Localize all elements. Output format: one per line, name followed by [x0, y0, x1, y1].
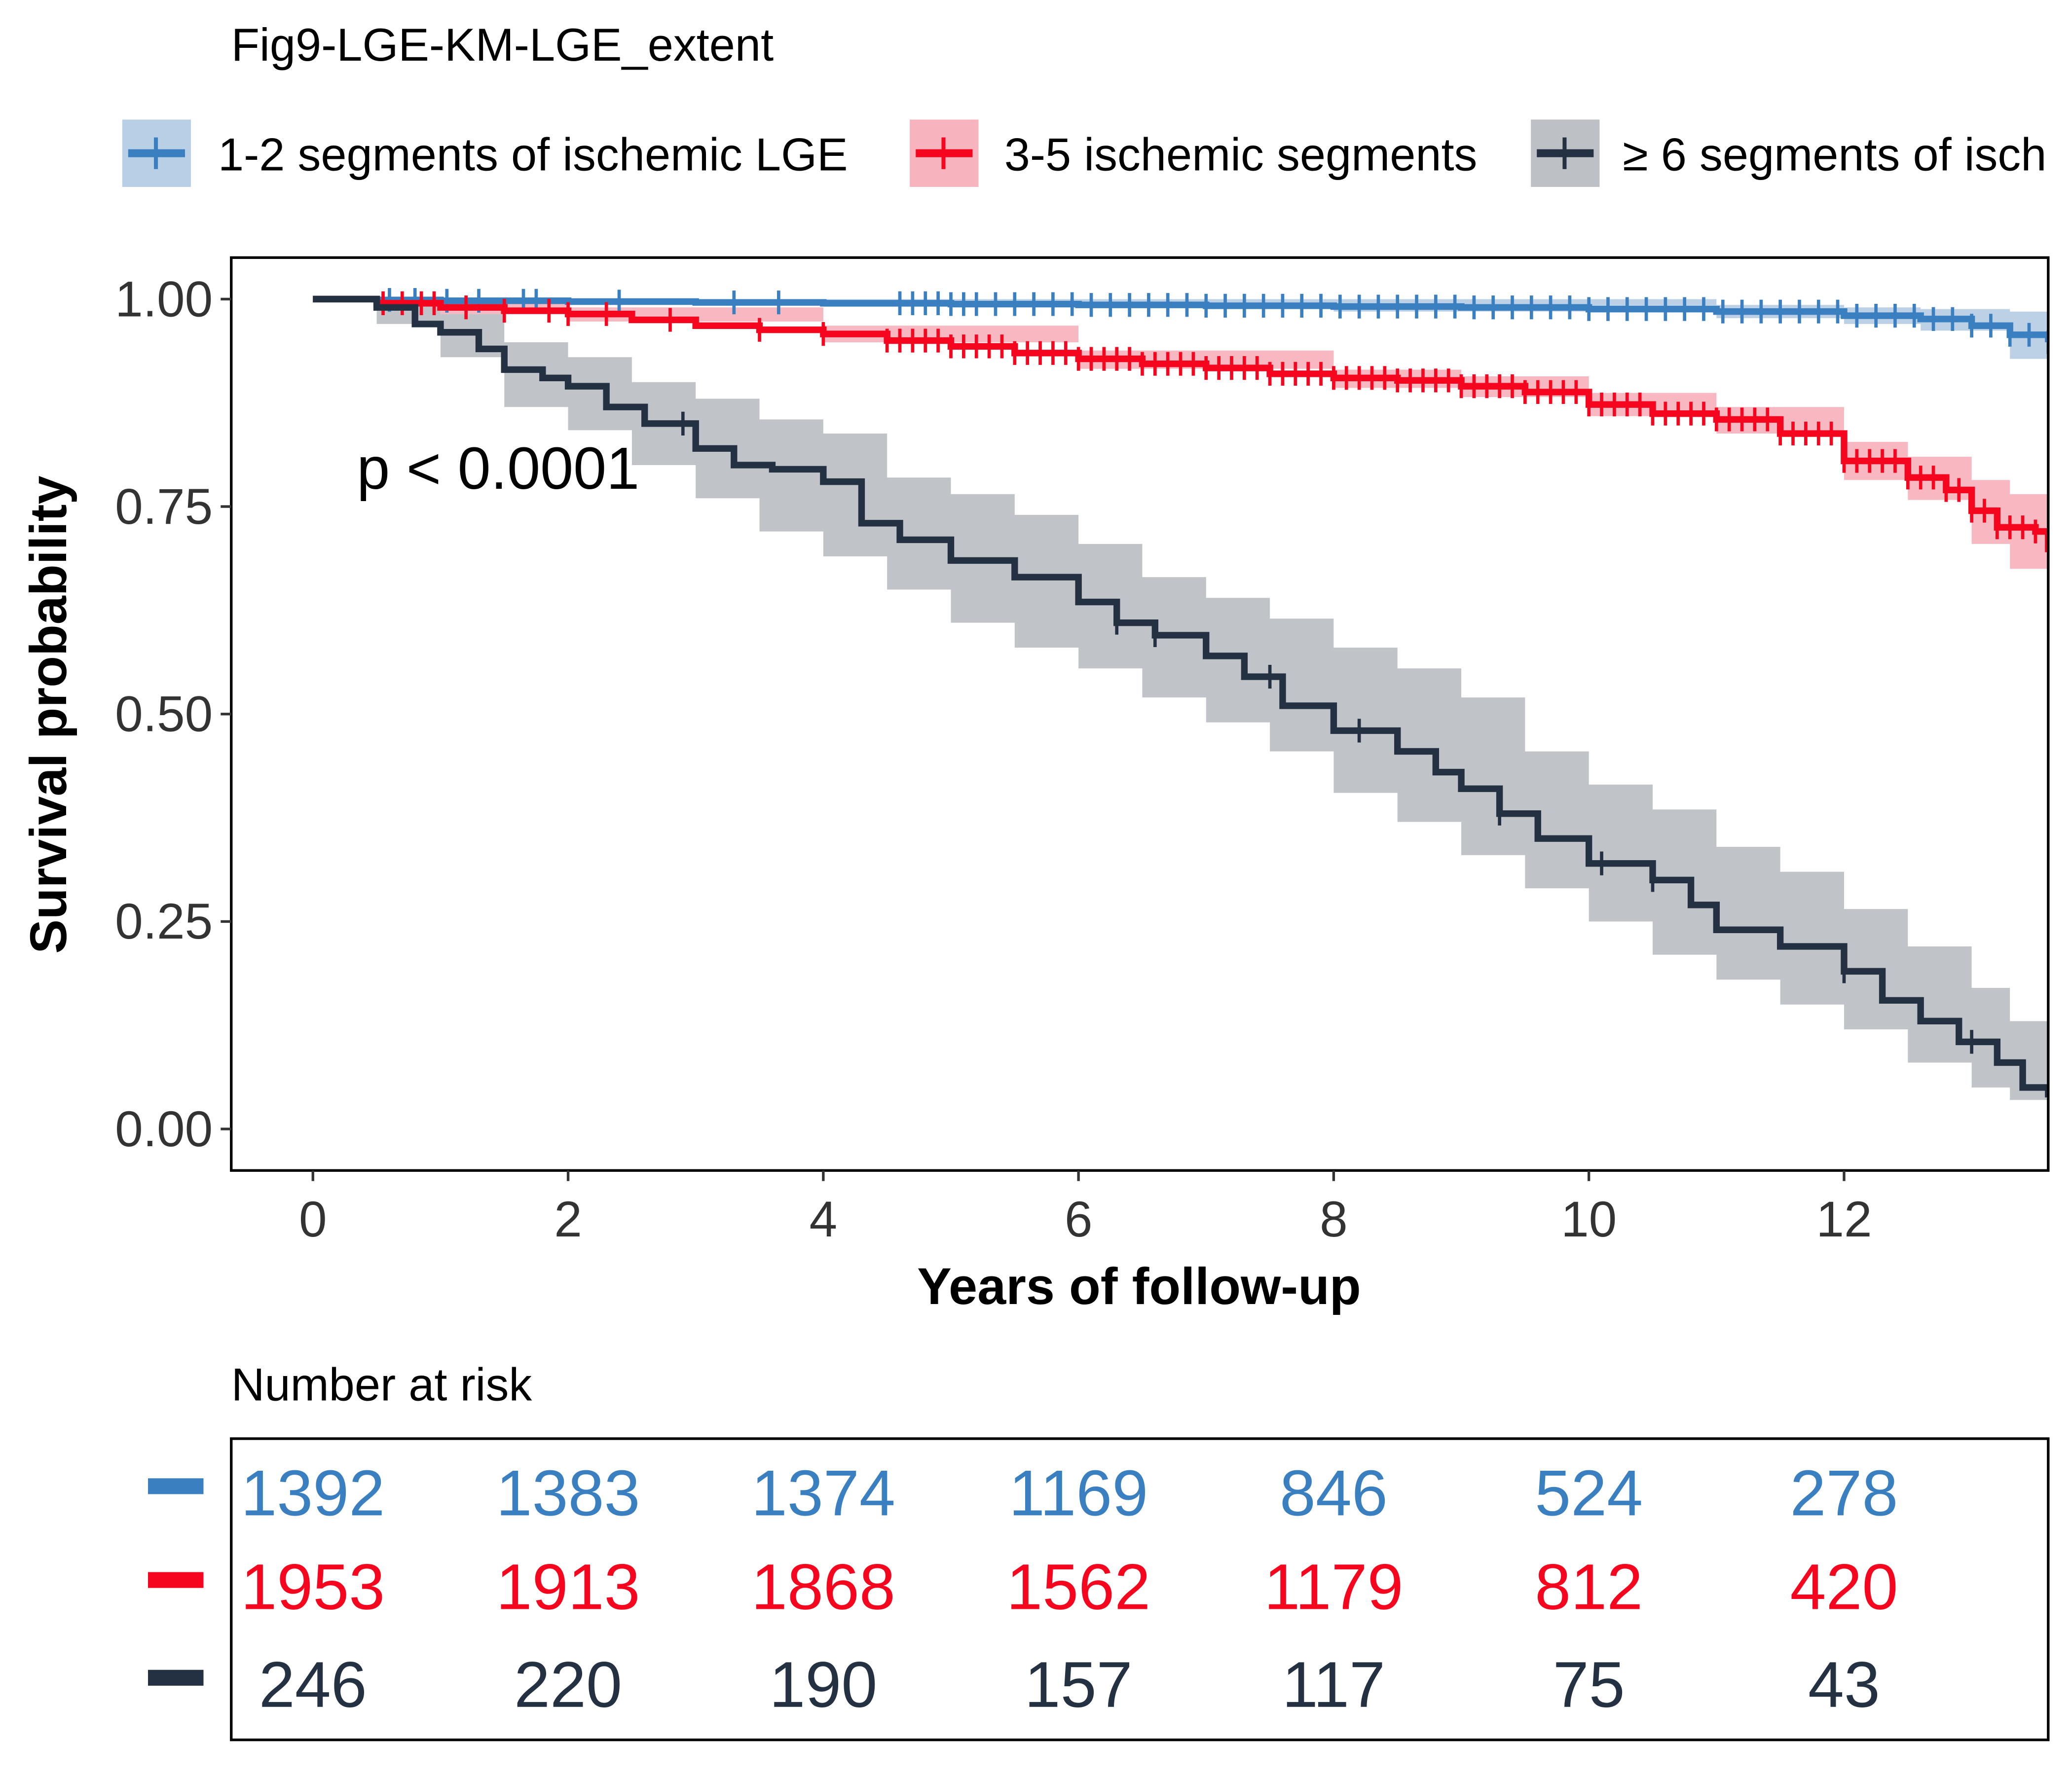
ci-band-3	[313, 299, 2048, 1111]
risk-cell-1-1: 1392	[241, 1456, 385, 1529]
risk-table-title: Number at risk	[231, 1358, 533, 1410]
legend: 1-2 segments of ischemic LGE 3-5 ischemi…	[121, 118, 2046, 188]
risk-cell-2-5: 1179	[1264, 1551, 1403, 1623]
risk-cell-1-2: 1383	[496, 1456, 640, 1529]
legend-label-3: ≥ 6 segments of isch	[1623, 129, 2046, 181]
legend-item-1: 1-2 segments of ischemic LGE	[121, 118, 848, 188]
risk-cell-2-6: 812	[1535, 1551, 1643, 1623]
risk-cell-2-1: 1953	[241, 1551, 385, 1623]
x-tick-label-2: 2	[554, 1191, 582, 1247]
risk-cell-3-4: 157	[1025, 1648, 1133, 1721]
x-tick-label-7: 12	[1816, 1191, 1872, 1247]
p-value-annotation: p < 0.0001	[357, 435, 639, 502]
risk-cell-2-4: 1562	[1006, 1551, 1150, 1623]
risk-table: 1392 1383 1374 1169 846 524 278 1953 1913 1868 156…	[148, 1456, 1898, 1721]
risk-cell-2-2: 1913	[496, 1551, 640, 1623]
risk-cell-3-2: 220	[514, 1648, 622, 1721]
y-tick-label-4: 0.75	[115, 478, 213, 535]
risk-cell-1-6: 524	[1535, 1456, 1643, 1529]
risk-cell-1-7: 278	[1790, 1456, 1898, 1529]
survival-curve-1	[313, 295, 2048, 342]
risk-cell-1-4: 1169	[1009, 1456, 1148, 1529]
risk-cell-1-5: 846	[1280, 1456, 1388, 1529]
x-tick-label-6: 10	[1561, 1191, 1617, 1247]
risk-row-key-3	[148, 1669, 204, 1686]
y-tick-label-2: 0.25	[115, 893, 213, 949]
x-tick-label-4: 6	[1065, 1191, 1093, 1247]
y-axis: 0.00 0.25 0.50 0.75 1.00	[115, 271, 231, 1157]
y-axis-title: Survival probability	[20, 475, 77, 953]
x-tick-label-5: 8	[1320, 1191, 1348, 1247]
survival-curve-3	[313, 295, 2048, 1098]
legend-label-1: 1-2 segments of ischemic LGE	[218, 129, 848, 181]
risk-cell-3-6: 75	[1553, 1648, 1625, 1721]
legend-item-2: 3-5 ischemic segments	[908, 118, 1478, 188]
y-tick-label-3: 0.50	[115, 686, 213, 742]
risk-cell-3-5: 117	[1282, 1648, 1385, 1721]
chart-title: Fig9-LGE-KM-LGE_extent	[231, 19, 774, 71]
risk-cell-3-7: 43	[1808, 1648, 1880, 1721]
y-tick-label-5: 1.00	[115, 271, 213, 327]
risk-cell-3-3: 190	[769, 1648, 877, 1721]
risk-table-border	[230, 1437, 2050, 1742]
risk-cell-3-1: 246	[259, 1648, 367, 1721]
risk-row-key-2	[148, 1572, 204, 1588]
risk-cell-2-3: 1868	[751, 1551, 895, 1623]
x-tick-label-1: 0	[299, 1191, 327, 1247]
risk-cell-2-7: 420	[1790, 1551, 1898, 1623]
legend-label-2: 3-5 ischemic segments	[1004, 129, 1478, 181]
risk-row-key-1	[148, 1478, 204, 1494]
x-tick-label-3: 4	[810, 1191, 838, 1247]
x-axis-title: Years of follow-up	[917, 1258, 1361, 1315]
risk-cell-1-3: 1374	[751, 1456, 895, 1529]
x-axis: 0 2 4 6 8 10 12	[299, 1170, 1872, 1247]
plot-area	[313, 288, 2048, 1111]
legend-item-3: ≥ 6 segments of isch	[1529, 118, 2046, 188]
y-tick-label-1: 0.00	[115, 1101, 213, 1157]
